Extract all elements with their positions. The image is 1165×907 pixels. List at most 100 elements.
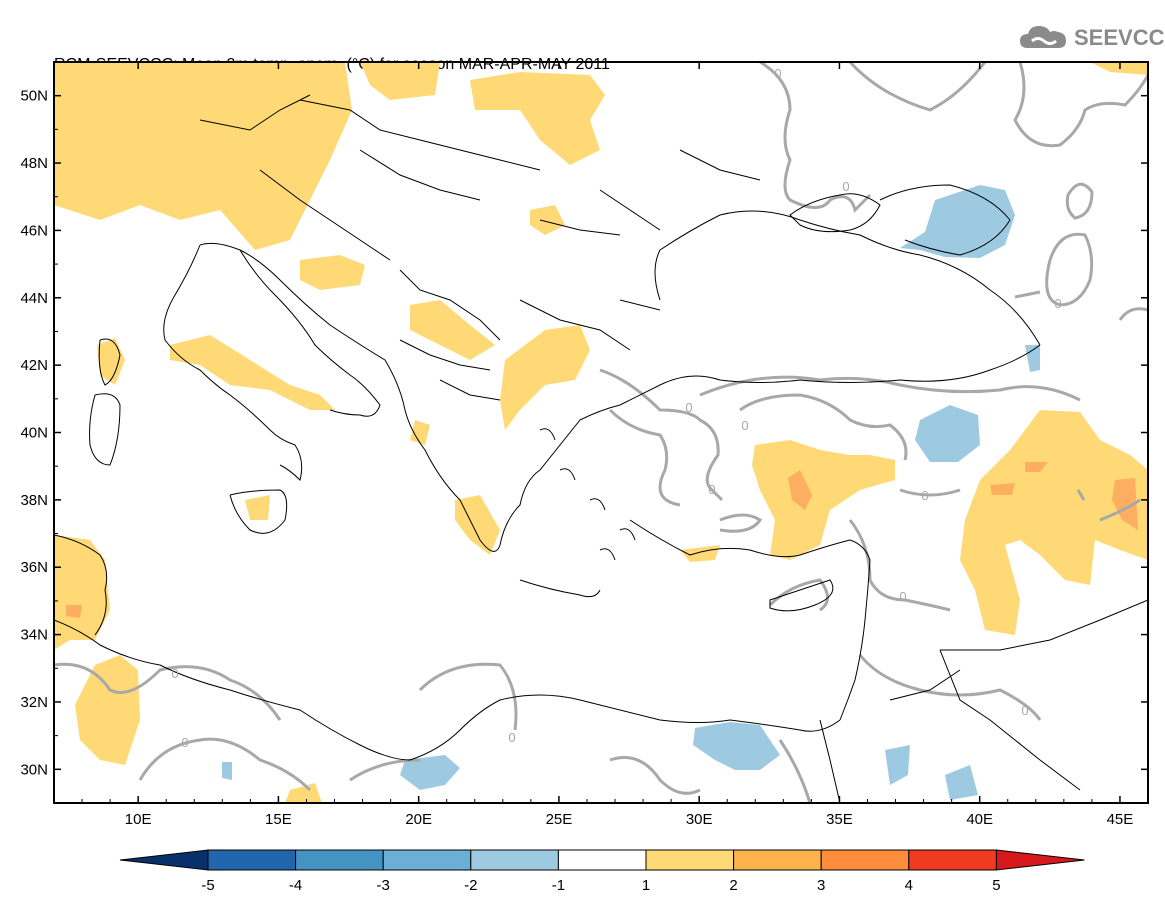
colorbar-label: 2 [729, 877, 737, 894]
contour-line [778, 739, 812, 803]
warm2-core-east-3 [1112, 478, 1138, 530]
warm2-core-east-2 [1025, 462, 1048, 472]
y-tick-label: 48N [20, 155, 48, 172]
warm-area-hungary [530, 205, 565, 235]
logo-text: SEEVCCC [1074, 25, 1165, 50]
contour-label: 0 [171, 666, 178, 681]
contour-line [608, 408, 681, 507]
warm-area-anatolia-c [752, 440, 895, 560]
warm-area-russia [1090, 62, 1148, 75]
contour-line [759, 62, 872, 213]
colorbar-label: -3 [377, 877, 390, 894]
border-lines-north [199, 94, 761, 401]
coast-turkey-north [619, 344, 1041, 406]
warm-area-east-turkey [960, 410, 1148, 635]
contour-line [349, 758, 421, 782]
warm2-core-anatolia [788, 470, 812, 510]
contour-line [1076, 489, 1086, 501]
axis-ticks: 10E 15E 20E 25E 30E 35E 40E 45E 50N 48N 46N 44N 42N 4… [20, 62, 1149, 828]
warm-area-croatia [300, 255, 365, 290]
coast-sicily [229, 489, 288, 534]
contour-line [599, 368, 724, 502]
coast-balkans [239, 249, 621, 552]
zero-contours [54, 62, 1148, 803]
cool-area-arabia [945, 765, 978, 800]
cool-area-tunisia-s [222, 762, 232, 780]
contour-label: 0 [508, 730, 515, 745]
warm-area-tunisia [54, 535, 110, 650]
colorbar-label: 5 [992, 877, 1000, 894]
contour-line [739, 393, 908, 461]
contour-line [1065, 182, 1094, 220]
warm-area-bulgaria [500, 325, 590, 430]
colorbar-label: 3 [817, 877, 825, 894]
colorbar-label: -1 [552, 877, 565, 894]
cool-area-sinai [885, 745, 910, 785]
contour-line [719, 513, 763, 533]
contour-line [1013, 62, 1148, 148]
contour-labels: 0 0 0 0 0 0 0 0 0 0 0 0 [171, 66, 1061, 750]
coast-corsica [98, 338, 121, 386]
colorbar-segment [908, 849, 997, 871]
warm-area-greece [455, 495, 500, 555]
coast-africa [54, 619, 841, 761]
cool-area-libya [400, 755, 460, 790]
coast-sardinia [89, 393, 121, 466]
warm-area-peloponnese [410, 420, 430, 445]
colorbar: -5 -4 -3 -2 -1 1 2 3 4 5 [119, 849, 1085, 894]
contour-line [609, 756, 701, 795]
contour-line [1099, 498, 1141, 522]
contour-label: 0 [1021, 703, 1028, 718]
contour-line [54, 662, 282, 721]
x-tick-label: 45E [1107, 811, 1134, 828]
contour-label: 0 [774, 66, 781, 81]
contour-label: 0 [708, 482, 715, 497]
y-tick-label: 46N [20, 222, 48, 239]
colorbar-segment [382, 849, 472, 871]
x-tick-label: 30E [686, 811, 713, 828]
contour-line [1014, 290, 1041, 299]
colorbar-label: -4 [289, 877, 302, 894]
x-tick-label: 35E [826, 811, 853, 828]
contour-line [418, 662, 518, 731]
warm-area-anatolia-s [680, 545, 720, 562]
y-tick-label: 50N [20, 88, 48, 105]
y-tick-label: 32N [20, 694, 48, 711]
anomaly-shading [54, 62, 1148, 803]
warm-area-serbia [410, 300, 495, 360]
coast-cyprus [769, 579, 834, 612]
colorbar-arrow-left [119, 849, 209, 871]
coast-tunisia [54, 534, 108, 636]
coast-crimea [789, 193, 881, 233]
colorbar-label: 4 [905, 877, 913, 894]
warm2-core-east-1 [990, 483, 1015, 495]
y-tick-label: 44N [20, 290, 48, 307]
contour-label: 0 [1054, 296, 1061, 311]
border-lines [259, 99, 1148, 803]
warm2-core-tunisia [66, 605, 82, 618]
contour-line [848, 519, 951, 612]
cool-area-georgia [1025, 345, 1040, 372]
y-tick-label: 38N [20, 492, 48, 509]
warm-area-baltic [470, 72, 605, 165]
contour-label: 0 [899, 589, 906, 604]
warm-area-libya [75, 655, 140, 765]
colorbar-segment [557, 849, 647, 871]
coastlines-borders [54, 94, 1148, 803]
x-tick-label: 25E [546, 811, 573, 828]
warm-area-corsica [97, 338, 125, 385]
contour-line [848, 62, 987, 112]
colorbar-segment [207, 849, 297, 871]
x-tick-label: 10E [125, 811, 152, 828]
colorbar-label: 1 [642, 877, 650, 894]
coast-azov [879, 184, 1011, 256]
coast-black-sea [654, 210, 1041, 346]
colorbar-segment [820, 849, 910, 871]
y-tick-label: 34N [20, 627, 48, 644]
contour-line [858, 654, 1042, 721]
contour-label: 0 [842, 179, 849, 194]
y-tick-label: 36N [20, 559, 48, 576]
y-tick-label: 42N [20, 357, 48, 374]
x-tick-label: 40E [966, 811, 993, 828]
